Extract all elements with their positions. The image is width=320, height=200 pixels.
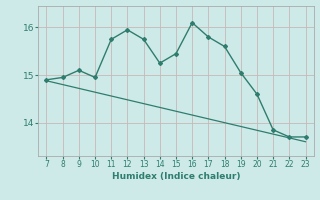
X-axis label: Humidex (Indice chaleur): Humidex (Indice chaleur) xyxy=(112,172,240,181)
